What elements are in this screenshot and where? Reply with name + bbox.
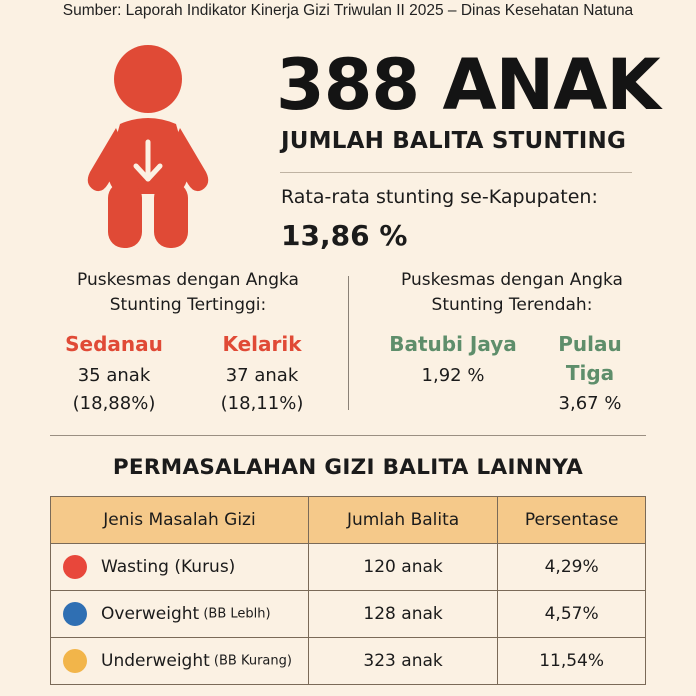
baby-stunting-icon — [87, 45, 209, 248]
lowest-heading-line1: Puskesmas dengan Angka — [401, 270, 623, 290]
puskesmas-lowest-name-line2: Tiga — [565, 361, 615, 385]
percent-cell: 4,57% — [497, 590, 646, 638]
puskesmas-highest-count: 35 anak — [77, 365, 151, 386]
red-dot-icon — [63, 555, 87, 579]
problem-label-suffix: (BB Leblh) — [199, 606, 271, 622]
problem-label-suffix: (BB Kurang) — [209, 653, 292, 669]
average-value: 13,86 % — [281, 219, 408, 252]
source-note: Sumber: Laporah Indikator Kinerja Gizi T… — [62, 2, 634, 19]
divider — [50, 435, 646, 436]
table-row: Wasting (Kurus) 120 anak 4,29% — [50, 543, 646, 591]
stunting-count: 388 ANAK — [276, 44, 661, 126]
table-header-row: Jenis Masalah Gizi Jumlah Balita Persent… — [50, 496, 646, 544]
puskesmas-highest-name: Sedanau — [65, 332, 163, 356]
problem-label: Overweight — [101, 604, 200, 624]
count-cell: 128 anak — [307, 590, 499, 638]
highest-heading-line2: Stunting Tertinggi: — [109, 295, 267, 315]
puskesmas-highest-percent: (18,11%) — [220, 393, 304, 414]
problem-type-cell: Underweight (BB Kurang) — [50, 637, 309, 685]
orange-dot-icon — [63, 649, 87, 673]
highest-heading-line1: Puskesmas dengan Angka — [77, 270, 299, 290]
puskesmas-lowest-name: Pulau Tiga — [540, 330, 640, 388]
puskesmas-lowest-percent: 1,92 % — [421, 365, 485, 386]
column-header: Persentase — [497, 496, 646, 544]
puskesmas-lowest-name-line1: Pulau — [558, 332, 622, 356]
table-row: Underweight (BB Kurang) 323 anak 11,54% — [50, 637, 646, 685]
count-cell: 323 anak — [307, 637, 499, 685]
problem-label-suffix: (Kurus) — [168, 557, 236, 577]
puskesmas-highest-name: Kelarik — [222, 332, 302, 356]
column-header: Jumlah Balita — [307, 496, 499, 544]
puskesmas-lowest-name: Batubi Jaya — [389, 332, 517, 356]
puskesmas-lowest-percent: 3,67 % — [558, 393, 622, 414]
blue-dot-icon — [63, 602, 87, 626]
puskesmas-highest-percent: (18,88%) — [72, 393, 156, 414]
table-row: Overweight (BB Leblh) 128 anak 4,57% — [50, 590, 646, 638]
lowest-heading-line2: Stunting Terendah: — [431, 295, 593, 315]
problem-type-cell: Wasting (Kurus) — [50, 543, 309, 591]
puskesmas-highest-count: 37 anak — [225, 365, 299, 386]
column-header: Jenis Masalah Gizi — [50, 496, 309, 544]
column-divider — [348, 276, 349, 410]
average-label: Rata-rata stunting se-Kapupaten: — [281, 186, 598, 208]
problem-label: Underweight — [101, 651, 210, 671]
divider — [280, 172, 632, 173]
problem-type-cell: Overweight (BB Leblh) — [50, 590, 309, 638]
stunting-count-label: JUMLAH BALITA STUNTING — [281, 128, 627, 154]
highest-heading: Puskesmas dengan Angka Stunting Tertingg… — [48, 268, 328, 318]
count-cell: 120 anak — [307, 543, 499, 591]
percent-cell: 11,54% — [497, 637, 646, 685]
problem-label: Wasting — [101, 557, 169, 577]
lowest-heading: Puskesmas dengan Angka Stunting Terendah… — [372, 268, 652, 318]
percent-cell: 4,29% — [497, 543, 646, 591]
section-title: PERMASALAHAN GIZI BALITA LAINNYA — [112, 455, 584, 480]
nutrition-problems-table: Jenis Masalah Gizi Jumlah Balita Persent… — [50, 496, 646, 685]
